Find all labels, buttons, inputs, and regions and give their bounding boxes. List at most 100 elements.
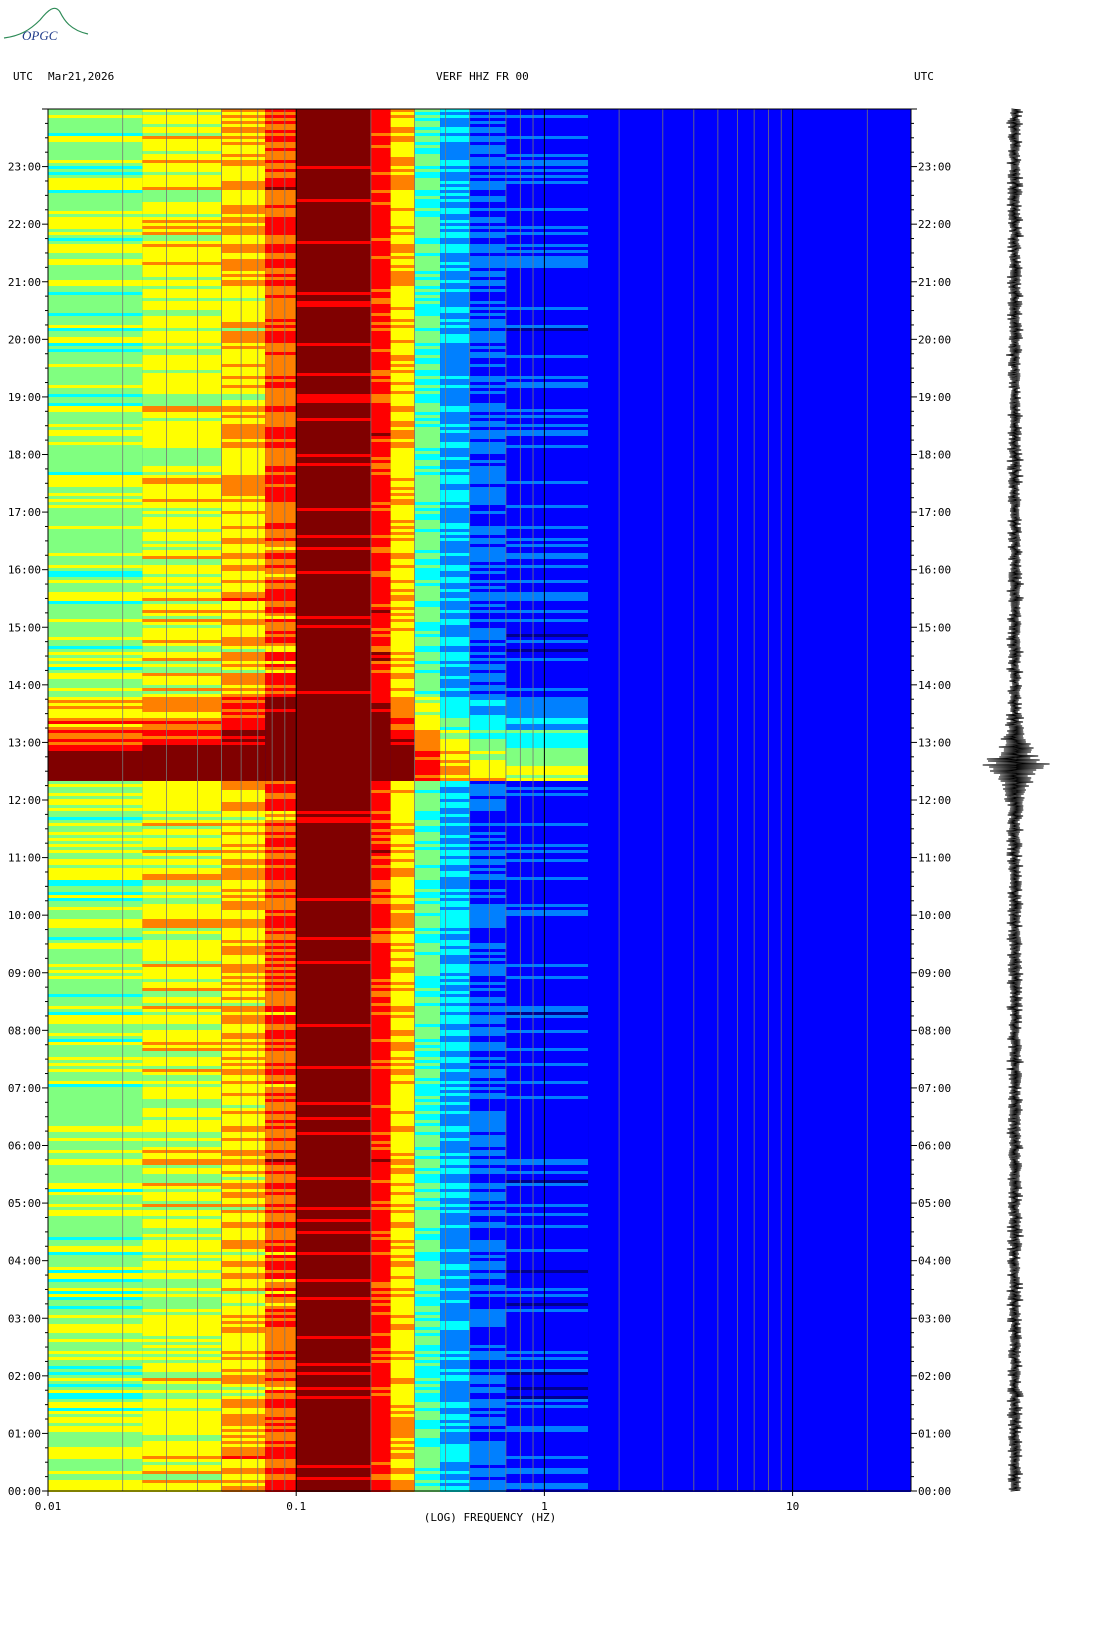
spectrogram-cell — [370, 310, 391, 313]
spectrogram-cell — [296, 844, 371, 847]
spectrogram-cell — [370, 649, 391, 652]
spectrogram-cell — [440, 424, 470, 427]
spectrogram-cell — [505, 412, 589, 415]
spectrogram-cell — [440, 205, 470, 208]
spectrogram-cell — [588, 1237, 911, 1240]
header-date: Mar21,2026 — [48, 70, 115, 83]
spectrogram-cell — [370, 385, 391, 388]
spectrogram-cell — [390, 274, 415, 277]
spectrogram-cell — [414, 1153, 441, 1156]
spectrogram-cell — [142, 700, 222, 703]
spectrogram-cell — [414, 1270, 441, 1273]
spectrogram-cell — [505, 649, 589, 652]
spectrogram-cell — [390, 280, 415, 283]
spectrogram-cell — [296, 1282, 371, 1285]
spectrogram-cell — [221, 244, 266, 247]
spectrogram-cell — [440, 1177, 470, 1180]
spectrogram-cell — [505, 634, 589, 637]
spectrogram-cell — [370, 490, 391, 493]
spectrogram-cell — [414, 292, 441, 295]
spectrogram-cell — [221, 544, 266, 547]
spectrogram-cell — [390, 1129, 415, 1132]
spectrogram-cell — [142, 943, 222, 946]
spectrogram-cell — [48, 868, 143, 871]
spectrogram-cell — [414, 1342, 441, 1345]
spectrogram-cell — [390, 124, 415, 127]
spectrogram-cell — [469, 1036, 506, 1039]
spectrogram-cell — [588, 733, 911, 736]
spectrogram-cell — [48, 760, 143, 763]
spectrogram-cell — [440, 1264, 470, 1267]
spectrogram-cell — [48, 790, 143, 793]
spectrogram-cell — [505, 682, 589, 685]
spectrogram-cell — [296, 673, 371, 676]
spectrogram-cell — [265, 799, 297, 802]
spectrogram-cell — [390, 316, 415, 319]
spectrogram-cell — [142, 571, 222, 574]
spectrogram-cell — [142, 526, 222, 529]
spectrogram-cell — [296, 514, 371, 517]
spectrogram-cell — [505, 1024, 589, 1027]
spectrogram-cell — [370, 478, 391, 481]
spectrogram-cell — [414, 172, 441, 175]
spectrogram-cell — [390, 199, 415, 202]
spectrogram-cell — [588, 418, 911, 421]
spectrogram-cell — [265, 589, 297, 592]
spectrogram-cell — [390, 586, 415, 589]
spectrogram-cell — [265, 151, 297, 154]
spectrogram-cell — [370, 544, 391, 547]
spectrogram-cell — [505, 418, 589, 421]
spectrogram-cell — [48, 1123, 143, 1126]
spectrogram-cell — [505, 400, 589, 403]
spectrogram-cell — [370, 904, 391, 907]
spectrogram-cell — [370, 1252, 391, 1255]
spectrogram-cell — [390, 922, 415, 925]
spectrogram-cell — [505, 1078, 589, 1081]
spectrogram-cell — [390, 1147, 415, 1150]
spectrogram-cell — [48, 1138, 143, 1141]
spectrogram-cell — [296, 958, 371, 961]
spectrogram-cell — [505, 496, 589, 499]
spectrogram-cell — [221, 811, 266, 814]
spectrogram-cell — [265, 736, 297, 739]
spectrogram-cell — [505, 853, 589, 856]
spectrogram-cell — [296, 637, 371, 640]
spectrogram-cell — [414, 1171, 441, 1174]
spectrogram-cell — [469, 829, 506, 832]
spectrogram-cell — [414, 124, 441, 127]
spectrogram-cell — [48, 1018, 143, 1021]
spectrogram-cell — [296, 1132, 371, 1135]
spectrogram-cell — [48, 451, 143, 454]
spectrogram-cell — [48, 718, 143, 721]
spectrogram-cell — [440, 847, 470, 850]
spectrogram-cell — [505, 1045, 589, 1048]
spectrogram-cell — [265, 238, 297, 241]
spectrogram-cell — [221, 805, 266, 808]
spectrogram-cell — [296, 172, 371, 175]
spectrogram-cell — [505, 1015, 589, 1018]
spectrogram-cell — [440, 1108, 470, 1111]
spectrogram-cell — [48, 1231, 143, 1234]
spectrogram-cell — [142, 1354, 222, 1357]
spectrogram-cell — [440, 895, 470, 898]
spectrogram-cell — [265, 895, 297, 898]
spectrogram-cell — [142, 1015, 222, 1018]
spectrogram-cell — [469, 874, 506, 877]
spectrogram-cell — [440, 937, 470, 940]
spectrogram-cell — [390, 232, 415, 235]
spectrogram-cell — [414, 1351, 441, 1354]
spectrogram-cell — [505, 370, 589, 373]
spectrogram-cell — [469, 145, 506, 148]
spectrogram-cell — [142, 703, 222, 706]
spectrogram-cell — [440, 598, 470, 601]
spectrogram-cell — [142, 502, 222, 505]
spectrogram-cell — [296, 394, 371, 397]
spectrogram-cell — [221, 550, 266, 553]
spectrogram-cell — [414, 1180, 441, 1183]
spectrogram-cell — [440, 1003, 470, 1006]
spectrogram-cell — [414, 379, 441, 382]
spectrogram-cell — [588, 322, 911, 325]
spectrogram-cell — [414, 571, 441, 574]
spectrogram-cell — [414, 544, 441, 547]
spectrogram-cell — [48, 973, 143, 976]
